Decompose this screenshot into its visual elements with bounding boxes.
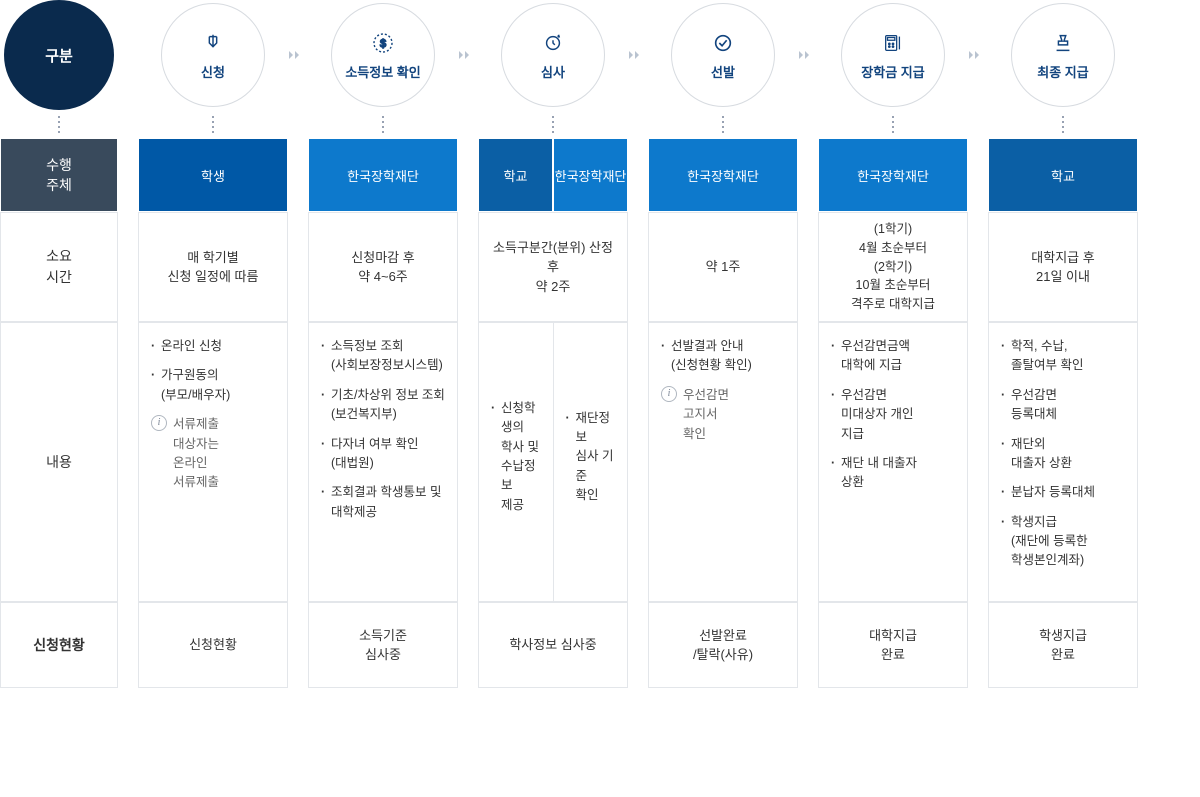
list-item: 재단 내 대출자 상환 [831,454,917,493]
row-label-time: 소요 시간 [0,212,118,322]
step-circle-income: $ 소득정보 확인 [331,3,435,107]
content-cell-split: 신청학생의 학사 및 수납정보 제공 재단정보 심사 기준 확인 [478,322,628,602]
time-row: 소요 시간 매 학기별 신청 일정에 따름 신청마감 후 약 4~6주 소득구분… [0,212,1200,322]
arrow-icon [288,49,308,61]
status-cell: 신청현황 [138,602,288,688]
step-label: 신청 [201,62,225,81]
list-item: 우선감면 등록대체 [1001,386,1095,425]
list-item: 기초/차상위 정보 조회 (보건복지부) [321,386,445,425]
content-cell: 온라인 신청 가구원동의 (부모/배우자) i 서류제출 대상자는 온라인 서류… [138,322,288,602]
list-item: 신청학생의 학사 및 수납정보 제공 [491,399,541,515]
step-label: 소득정보 확인 [345,62,420,81]
list-item: 재단외 대출자 상환 [1001,435,1095,474]
list-item: 선발결과 안내 (신청현황 확인) [661,337,752,376]
time-cell: 매 학기별 신청 일정에 따름 [138,212,288,322]
performer-cell: 학교 [988,138,1138,212]
list-item: 우선감면 미대상자 개인 지급 [831,386,917,444]
list-item: 우선감면금액 대학에 지급 [831,337,917,376]
check-icon [712,30,734,56]
pencil-icon [202,30,224,56]
steps-header-row: 구분 신청 $ 소득정보 확인 [0,0,1200,110]
status-cell: 대학지급 완료 [818,602,968,688]
list-item: 학적, 수납, 졸탈여부 확인 [1001,337,1095,376]
info-text: 우선감면 고지서 확인 [683,386,729,444]
step-circle-review: 심사 [501,3,605,107]
arrow-icon [798,49,818,61]
time-cell: 약 1주 [648,212,798,322]
content-list: 온라인 신청 가구원동의 (부모/배우자) [151,337,230,405]
row-label-performer: 수행 주체 [0,138,118,212]
content-list: 선발결과 안내 (신청현황 확인) [661,337,752,376]
row-label-status: 신청현황 [0,602,118,688]
info-icon: i [151,415,167,431]
status-cell: 학사정보 심사중 [478,602,628,688]
content-row: 내용 온라인 신청 가구원동의 (부모/배우자) i 서류제출 대상자는 온라인… [0,322,1200,602]
content-list: 소득정보 조회 (사회보장정보시스템) 기초/차상위 정보 조회 (보건복지부)… [321,337,445,532]
step-label: 심사 [541,62,565,81]
list-item: 조회결과 학생통보 및 대학제공 [321,483,445,522]
content-list: 신청학생의 학사 및 수납정보 제공 [491,399,541,525]
performer-cell: 한국장학재단 [648,138,798,212]
content-cell-foundation: 재단정보 심사 기준 확인 [553,322,629,602]
process-diagram: 구분 신청 $ 소득정보 확인 [0,0,1200,688]
category-label: 구분 [45,45,73,66]
content-cell: 학적, 수납, 졸탈여부 확인 우선감면 등록대체 재단외 대출자 상환 분납자… [988,322,1138,602]
performer-cell: 학생 [138,138,288,212]
info-note: i 서류제출 대상자는 온라인 서류제출 [151,415,230,493]
performer-cell-foundation: 한국장학재단 [553,138,628,212]
list-item: 재단정보 심사 기준 확인 [566,409,616,506]
list-item: 온라인 신청 [151,337,230,356]
status-cell: 소득기준 심사중 [308,602,458,688]
info-note: i 우선감면 고지서 확인 [661,386,752,444]
calculator-icon [881,30,905,56]
dollar-icon: $ [371,30,395,56]
content-cell: 선발결과 안내 (신청현황 확인) i 우선감면 고지서 확인 [648,322,798,602]
step-circle-final: 최종 지급 [1011,3,1115,107]
arrow-icon [628,49,648,61]
status-cell: 학생지급 완료 [988,602,1138,688]
content-list: 재단정보 심사 기준 확인 [566,409,616,516]
performer-cell-split: 학교 한국장학재단 [478,138,628,212]
list-item: 학생지급 (재단에 등록한 학생본인계좌) [1001,513,1095,571]
row-label-content: 내용 [0,322,118,602]
step-circle-payment: 장학금 지급 [841,3,945,107]
performer-cell: 한국장학재단 [818,138,968,212]
time-cell: (1학기) 4월 초순부터 (2학기) 10월 초순부터 격주로 대학지급 [818,212,968,322]
arrow-icon [458,49,478,61]
content-list: 학적, 수납, 졸탈여부 확인 우선감면 등록대체 재단외 대출자 상환 분납자… [1001,337,1095,581]
content-list: 우선감면금액 대학에 지급 우선감면 미대상자 개인 지급 재단 내 대출자 상… [831,337,917,503]
time-cell: 소득구분간(분위) 산정 후 약 2주 [478,212,628,322]
svg-text:$: $ [380,38,386,50]
arrow-icon [968,49,988,61]
status-cell: 선발완료 /탈락(사유) [648,602,798,688]
status-row: 신청현황 신청현황 소득기준 심사중 학사정보 심사중 선발완료 /탈락(사유)… [0,602,1200,688]
content-cell: 우선감면금액 대학에 지급 우선감면 미대상자 개인 지급 재단 내 대출자 상… [818,322,968,602]
gear-icon [542,30,564,56]
step-label: 장학금 지급 [861,62,924,81]
performer-row: 수행 주체 학생 한국장학재단 학교 한국장학재단 한국장학재단 한국장학재단 … [0,138,1200,212]
content-cell: 소득정보 조회 (사회보장정보시스템) 기초/차상위 정보 조회 (보건복지부)… [308,322,458,602]
list-item: 다자녀 여부 확인 (대법원) [321,435,445,474]
step-circle-apply: 신청 [161,3,265,107]
stamp-icon [1052,30,1074,56]
info-icon: i [661,386,677,402]
step-label: 최종 지급 [1037,62,1088,81]
content-cell-school: 신청학생의 학사 및 수납정보 제공 [478,322,553,602]
list-item: 소득정보 조회 (사회보장정보시스템) [321,337,445,376]
category-circle: 구분 [4,0,114,110]
list-item: 분납자 등록대체 [1001,483,1095,502]
list-item: 가구원동의 (부모/배우자) [151,366,230,405]
info-text: 서류제출 대상자는 온라인 서류제출 [173,415,219,493]
time-cell: 대학지급 후 21일 이내 [988,212,1138,322]
step-circle-select: 선발 [671,3,775,107]
performer-cell: 한국장학재단 [308,138,458,212]
step-label: 선발 [711,62,735,81]
time-cell: 신청마감 후 약 4~6주 [308,212,458,322]
connector-dots-row [0,110,1200,138]
performer-cell-school: 학교 [478,138,553,212]
